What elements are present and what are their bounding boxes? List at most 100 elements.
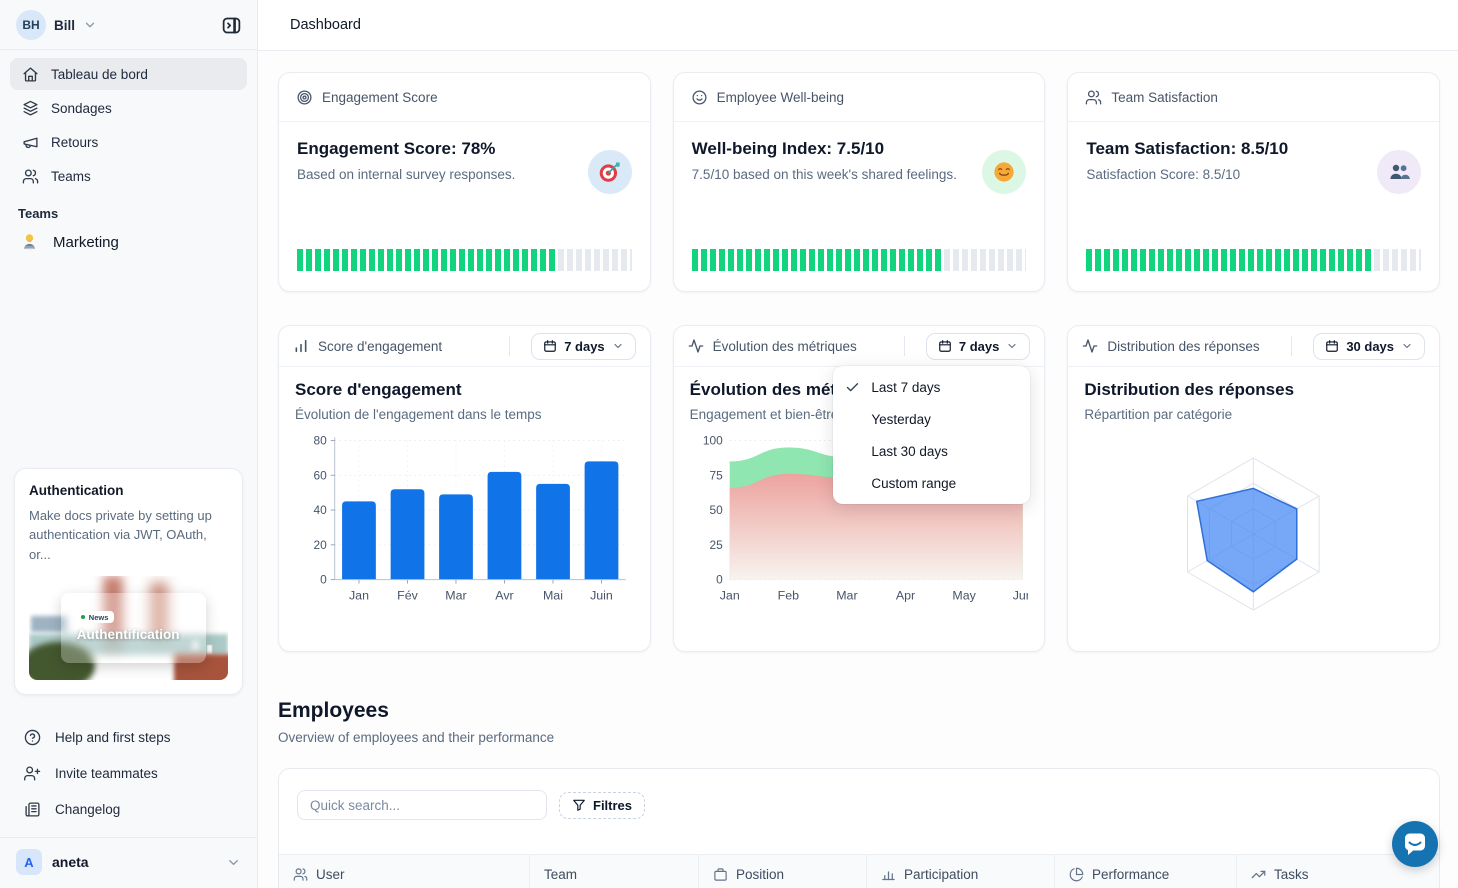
pulse-icon [688, 338, 704, 354]
pie-chart-icon [1069, 867, 1084, 882]
employee-wellbeing-card: Employee Well-being Well-being Index: 7.… [672, 72, 1046, 292]
date-range-button[interactable]: 30 days [1313, 332, 1426, 360]
column-header-team[interactable]: Team [529, 855, 698, 888]
svg-text:Avr: Avr [495, 588, 513, 602]
smiley-icon [691, 89, 708, 106]
sidebar-item-changelog[interactable]: Changelog [10, 791, 247, 827]
promo-body: Make docs private by setting up authenti… [29, 507, 212, 562]
house-icon [22, 66, 39, 83]
date-range-button[interactable]: 7 days [925, 332, 1031, 360]
smiling-face-icon [982, 150, 1027, 194]
workspace-switcher[interactable]: A aneta [0, 837, 257, 888]
calendar-icon [938, 339, 952, 353]
progress-bar [691, 249, 1027, 271]
menu-item-last-30-days[interactable]: Last 30 days [871, 443, 948, 459]
promo-title: Authentication [29, 482, 124, 498]
column-header-user[interactable]: User [279, 855, 529, 888]
sidebar: BH Bill Tableau de bord Sondages Retours… [0, 0, 258, 888]
employees-title: Employees [278, 699, 389, 722]
engagement-chart-card: Score d'engagement 7 days Score d'engage… [278, 325, 651, 652]
calendar-icon [543, 339, 557, 353]
user-menu-trigger[interactable]: Bill [54, 17, 76, 33]
svg-text:May: May [952, 588, 976, 602]
sidebar-item-help[interactable]: Help and first steps [10, 719, 247, 755]
sidebar-nav: Tableau de bord Sondages Retours Teams [0, 50, 257, 194]
layers-icon [22, 100, 39, 117]
search-input[interactable] [297, 790, 547, 820]
metric-value: Team Satisfaction: 8.5/10 [1086, 139, 1289, 158]
responses-radar-chart [1187, 457, 1320, 611]
sidebar-item-teams[interactable]: Teams [10, 160, 247, 192]
chevron-down-icon[interactable] [83, 18, 97, 32]
menu-item-custom-range[interactable]: Custom range [871, 475, 957, 491]
promo-card-authentication[interactable]: Authentication Make docs private by sett… [14, 467, 243, 695]
top-header: Dashboard [258, 0, 1458, 51]
svg-text:50: 50 [709, 503, 723, 517]
pulse-icon [1082, 338, 1098, 354]
column-header-position[interactable]: Position [698, 855, 866, 888]
chat-widget-button[interactable] [1392, 821, 1438, 867]
table-header-row: User Team Position Participation Perform… [279, 854, 1439, 888]
filters-button[interactable]: Filtres [559, 791, 646, 819]
svg-text:Feb: Feb [777, 588, 798, 602]
chevron-down-icon [1006, 340, 1018, 352]
funnel-icon [572, 798, 586, 812]
responses-distribution-chart-card: Distribution des réponses 30 days Distri… [1067, 325, 1441, 652]
svg-text:Apr: Apr [896, 588, 915, 602]
svg-text:25: 25 [709, 538, 723, 552]
chat-bubble-icon [1392, 821, 1438, 867]
column-header-tasks[interactable]: Tasks [1236, 855, 1439, 888]
users-icon [1085, 89, 1102, 106]
svg-text:40: 40 [314, 503, 328, 517]
calendar-icon [1325, 339, 1339, 353]
avatar[interactable]: BH [16, 10, 46, 40]
column-header-performance[interactable]: Performance [1054, 855, 1236, 888]
sidebar-item-invite[interactable]: Invite teammates [10, 755, 247, 791]
trend-up-icon [1251, 867, 1266, 882]
svg-text:Jan: Jan [349, 588, 369, 602]
teams-section-label: Teams [18, 206, 59, 221]
user-plus-icon [24, 765, 41, 782]
bar-chart-icon [881, 867, 896, 882]
metrics-evolution-chart-card: Évolution des métriques 7 days Évolution… [672, 325, 1046, 652]
sidebar-item-marketing[interactable]: Marketing [0, 225, 257, 258]
sidebar-item-sondages[interactable]: Sondages [10, 92, 247, 124]
chevron-down-icon [226, 855, 241, 870]
svg-text:Mar: Mar [836, 588, 857, 602]
users-icon [22, 168, 39, 185]
svg-text:Fév: Fév [397, 588, 418, 602]
svg-text:0: 0 [716, 573, 723, 587]
svg-text:Mar: Mar [445, 588, 466, 602]
svg-text:Jun: Jun [1012, 588, 1028, 602]
bar-chart-icon [293, 338, 309, 354]
workspace-avatar: A [16, 849, 42, 875]
svg-text:0: 0 [320, 573, 327, 587]
dartboard-icon [587, 150, 632, 194]
menu-item-yesterday[interactable]: Yesterday [871, 411, 931, 427]
svg-text:20: 20 [314, 538, 328, 552]
technologist-emoji [20, 233, 39, 252]
promo-image-overlay-card: News Authentification [60, 592, 207, 664]
column-header-participation[interactable]: Participation [866, 855, 1054, 888]
megaphone-icon [22, 134, 39, 151]
menu-item-last-7-days[interactable]: Last 7 days [833, 371, 1030, 403]
team-satisfaction-card: Team Satisfaction Team Satisfaction: 8.5… [1067, 72, 1441, 292]
engagement-bar-chart: Jan Fév Mar Avr Mai Juin 0 20 40 60 80 [314, 434, 626, 602]
check-icon [845, 380, 861, 395]
svg-text:Mai: Mai [543, 588, 563, 602]
users-icon [293, 867, 308, 882]
employees-subtitle: Overview of employees and their performa… [278, 730, 555, 745]
promo-image: News Authentification [29, 576, 228, 680]
sidebar-item-tableau-de-bord[interactable]: Tableau de bord [10, 58, 247, 90]
sidebar-item-retours[interactable]: Retours [10, 126, 247, 158]
collapse-sidebar-button[interactable] [217, 11, 245, 39]
sidebar-footer: Help and first steps Invite teammates Ch… [0, 709, 257, 831]
date-range-button[interactable]: 7 days [531, 332, 636, 360]
date-range-menu: Last 7 days Yesterday Last 30 days Custo… [833, 366, 1031, 504]
svg-text:Jan: Jan [719, 588, 739, 602]
svg-text:75: 75 [709, 468, 723, 482]
progress-bar [297, 249, 632, 271]
svg-text:80: 80 [314, 434, 328, 448]
news-badge: News [76, 611, 115, 624]
engagement-score-card: Engagement Score Engagement Score: 78% B… [278, 72, 651, 292]
